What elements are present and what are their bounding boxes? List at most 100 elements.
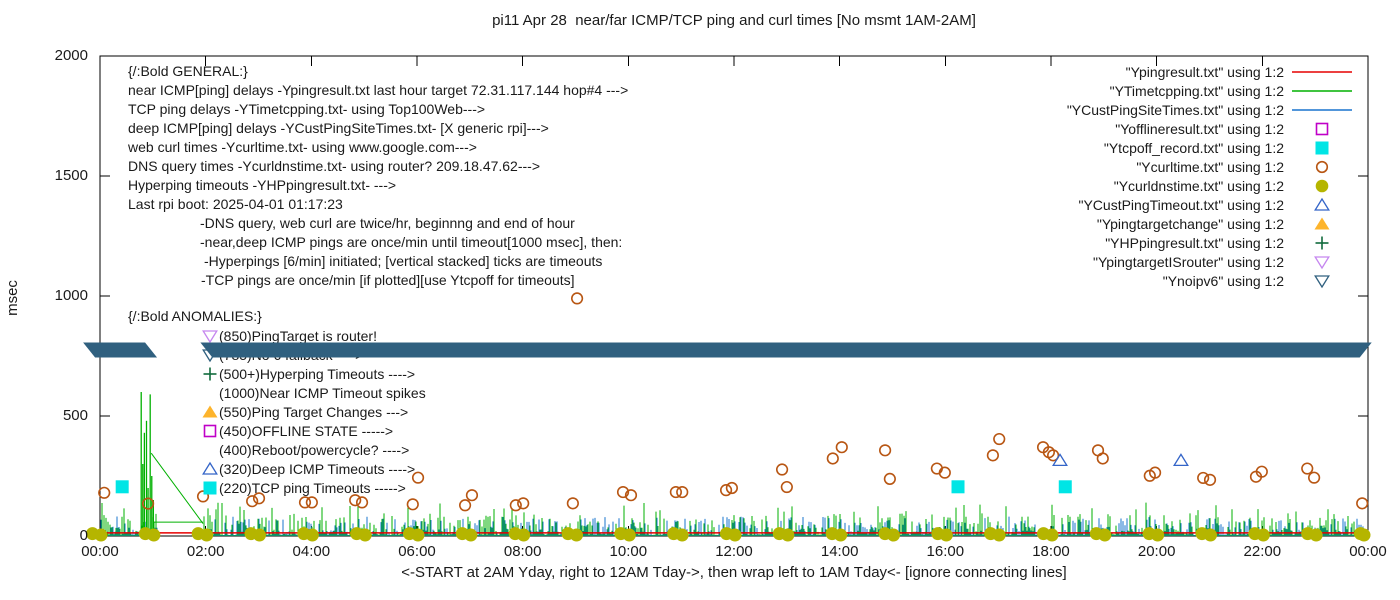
legend-label: "Ynoipv6" using 1:2 (1162, 272, 1284, 289)
x-tick-label: 10:00 (609, 543, 648, 560)
legend-marker-circle-open (1315, 160, 1329, 173)
x-tick-label: 00:00 (1349, 543, 1387, 560)
dns-point (1045, 528, 1059, 542)
x-tick-label: 12:00 (715, 543, 753, 560)
anomaly-note-line: (220)TCP ping Timeouts -----> (128, 478, 426, 497)
legend-marker-square-open (1315, 122, 1329, 135)
anomaly-note-line: (785)No 6 fallback ----> (128, 345, 426, 364)
dns-point (992, 528, 1006, 542)
legend-label: "YCustPingTimeout.txt" using 1:2 (1078, 196, 1284, 213)
anomaly-marker-triangle-filled (202, 405, 218, 417)
general-note-line: -DNS query, web curl are twice/hr, begin… (200, 215, 575, 231)
dns-point (1309, 528, 1323, 542)
dns-point (728, 528, 742, 542)
y-tick-label: 2000 (54, 47, 88, 64)
curl-point (1308, 471, 1321, 484)
x-tick-label: 22:00 (1243, 543, 1282, 560)
anomaly-label: (550)Ping Target Changes ---> (219, 403, 409, 420)
legend-row: "Ycurldnstime.txt" using 1:2 (1067, 176, 1354, 195)
curl-point (986, 449, 999, 462)
curl-point (780, 480, 793, 494)
dns-point (411, 528, 425, 542)
dns-point (939, 528, 953, 542)
curl-point (883, 472, 896, 485)
general-note-line: near ICMP[ping] delays -Ypingresult.txt … (128, 82, 629, 98)
offline-point (1315, 122, 1329, 135)
y-axis-label: msec (4, 280, 21, 316)
targetchange-point (202, 405, 218, 417)
dns-point (200, 528, 214, 542)
curl-point (465, 489, 479, 502)
general-note-line: Last rpi boot: 2025-04-01 01:17:23 (128, 196, 343, 212)
tcpoff-point (951, 480, 965, 494)
dns-point (1357, 528, 1371, 542)
dns-point (1204, 528, 1217, 542)
offline-point (203, 424, 217, 437)
legend-label: "Ypingresult.txt" using 1:2 (1125, 63, 1284, 80)
curl-point (298, 496, 312, 509)
anomaly-marker-plus (203, 367, 217, 380)
anomaly-marker-square-open (203, 424, 217, 437)
general-note-line: -Hyperpings [6/min] initiated; [vertical… (204, 253, 603, 269)
dns-point (147, 528, 161, 542)
timeout-point (202, 461, 218, 475)
legend-label: "Ycurldnstime.txt" using 1:2 (1113, 177, 1284, 194)
general-notes-block: {/:Bold GENERAL:} near ICMP[ping] delays… (128, 62, 628, 290)
tcpoff-point (1058, 480, 1072, 494)
curl-point (141, 497, 155, 510)
curl-point (570, 292, 584, 305)
dns-point (675, 528, 689, 542)
legend-label: "YpingtargetISrouter" using 1:2 (1092, 253, 1284, 270)
x-tick-label: 00:00 (81, 543, 119, 560)
x-tick-label: 20:00 (1137, 543, 1176, 560)
curl-point (509, 499, 522, 512)
legend-label: "Ytcpoff_record.txt" using 1:2 (1103, 139, 1284, 156)
anomaly-note-line: (1000)Near ICMP Timeout spikes (128, 383, 426, 402)
tcpoff-point (203, 481, 217, 494)
down-triangle-point (1314, 255, 1330, 269)
legend-marker-line (1292, 89, 1352, 92)
anomaly-marker-none (202, 385, 219, 401)
anomaly-label: (220)TCP ping Timeouts -----> (219, 479, 406, 496)
legend-row: "YCustPingSiteTimes.txt" using 1:2 (1067, 100, 1354, 119)
general-note-line: deep ICMP[ping] delays -YCustPingSiteTim… (128, 120, 549, 136)
curl-point (246, 495, 259, 508)
timeout-point (1173, 453, 1189, 467)
general-notes-header: {/:Bold GENERAL:} (128, 63, 248, 79)
x-tick-label: 16:00 (926, 543, 965, 560)
legend: "Ypingresult.txt" using 1:2 "YTimetcpping… (1067, 62, 1354, 290)
anomaly-marker-triangle-open (202, 461, 218, 475)
anomaly-label: (1000)Near ICMP Timeout spikes (219, 384, 426, 401)
legend-label: "Yofflineresult.txt" using 1:2 (1115, 120, 1284, 137)
down-triangle-point (202, 329, 218, 343)
x-tick-label: 14:00 (820, 543, 859, 560)
dns-point (517, 528, 531, 542)
legend-row: "YTimetcpping.txt" using 1:2 (1067, 81, 1354, 100)
curl-point (406, 498, 419, 511)
legend-row: "Ypingtargetchange" using 1:2 (1067, 214, 1354, 233)
anomaly-note-line: (850)PingTarget is router! (128, 326, 426, 345)
legend-label: "YHPpingresult.txt" using 1:2 (1105, 234, 1284, 251)
curl-point (252, 492, 266, 505)
curl-point (1047, 449, 1060, 462)
anomaly-note-line: (450)OFFLINE STATE -----> (128, 421, 426, 440)
dns-point (1256, 528, 1270, 542)
anomaly-label: (850)PingTarget is router! (219, 327, 377, 344)
connecting-line (150, 452, 204, 524)
general-note-line: -near,deep ICMP pings are once/min until… (200, 234, 623, 250)
curl-point (566, 497, 579, 510)
dns-point (464, 528, 478, 542)
tcpoff-point (115, 480, 129, 494)
legend-row: "Yofflineresult.txt" using 1:2 (1067, 119, 1354, 138)
x-tick-label: 18:00 (1032, 543, 1070, 560)
general-note-line: -TCP pings are once/min [if plotted][use… (201, 272, 575, 288)
anomaly-note-line: (500+)Hyperping Timeouts ----> (128, 364, 426, 383)
legend-marker-plus (1315, 236, 1329, 249)
legend-marker-line (1292, 70, 1352, 73)
curl-point (993, 432, 1006, 446)
legend-marker-circle-filled (1315, 179, 1329, 192)
series-Ycurltime.txt (98, 292, 1369, 512)
anomaly-label: (320)Deep ICMP Timeouts ----> (219, 460, 416, 477)
